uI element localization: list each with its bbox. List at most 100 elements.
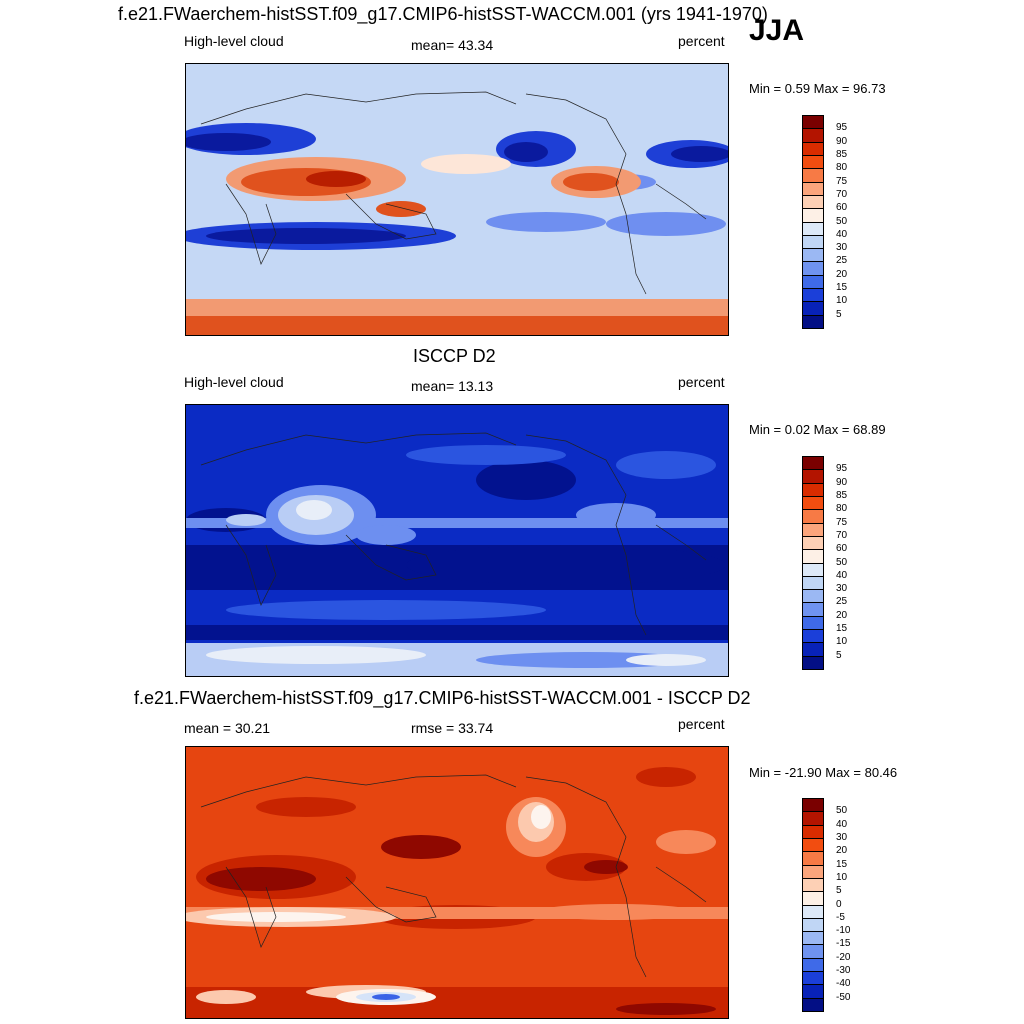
panel2-title: ISCCP D2 — [413, 346, 496, 366]
colorbar-swatch — [802, 154, 824, 170]
colorbar-tick-label: 50 — [836, 805, 848, 817]
colorbar-tick-label: -5 — [836, 911, 845, 923]
colorbar-tick-label: 10 — [836, 871, 848, 883]
panel1-units-label: percent — [678, 33, 725, 49]
colorbar-tick-label: 15 — [836, 623, 848, 635]
panel1-map — [185, 63, 729, 336]
colorbar-swatch — [802, 469, 824, 484]
colorbar-swatch — [802, 971, 824, 986]
colorbar-swatch — [802, 194, 824, 210]
colorbar-tick-label: 95 — [836, 122, 848, 134]
colorbar-swatch — [802, 482, 824, 497]
colorbar-tick-label: 25 — [836, 255, 848, 267]
colorbar-tick-label: 10 — [836, 636, 848, 648]
colorbar-tick-label: 70 — [836, 529, 848, 541]
colorbar-swatch — [802, 904, 824, 919]
colorbar-swatch — [802, 234, 824, 250]
colorbar-tick-label: 90 — [836, 135, 848, 147]
panel1-mean-label: mean= 43.34 — [411, 37, 494, 53]
colorbar-tick-label: 10 — [836, 295, 848, 307]
colorbar-swatch — [802, 837, 824, 853]
panel3-title: f.e21.FWaerchem-histSST.f09_g17.CMIP6-hi… — [134, 688, 751, 708]
colorbar-tick-label: 75 — [836, 175, 848, 187]
panel2-minmax-label: Min = 0.02 Max = 68.89 — [749, 422, 886, 437]
colorbar-swatch — [802, 798, 824, 813]
colorbar-tick-label: 60 — [836, 543, 848, 555]
colorbar-tick-label: 40 — [836, 818, 848, 830]
colorbar-swatch — [802, 824, 824, 839]
colorbar-swatch — [802, 314, 824, 329]
panel2-colorbar: 95 90 85 80 75 70 60 50 40 30 25 20 15 10 5 — [802, 456, 847, 670]
colorbar-tick-label: -40 — [836, 978, 851, 990]
panel3-rmse-label: rmse = 33.74 — [411, 720, 494, 736]
colorbar-swatch — [802, 495, 824, 511]
colorbar-tick-label: 40 — [836, 228, 848, 240]
colorbar-tick-label: -15 — [836, 938, 851, 950]
panel2-map-field — [186, 405, 728, 676]
panel3-minmax-label: Min = -21.90 Max = 80.46 — [749, 765, 898, 780]
colorbar-tick-label: 30 — [836, 242, 848, 254]
colorbar-swatch — [802, 957, 824, 973]
colorbar-tick-label: 20 — [836, 845, 848, 857]
colorbar-swatch — [802, 891, 824, 906]
colorbar-tick-label: 85 — [836, 489, 848, 501]
colorbar-tick-label: 15 — [836, 282, 848, 294]
colorbar-tick-label: 50 — [836, 556, 848, 568]
colorbar-swatch — [802, 629, 824, 644]
colorbar-tick-label: 80 — [836, 162, 848, 174]
colorbar-tick-label: 20 — [836, 268, 848, 280]
colorbar-swatch — [802, 115, 824, 130]
colorbar-tick-label: -50 — [836, 991, 851, 1003]
colorbar-swatch — [802, 522, 824, 537]
colorbar-swatch — [802, 811, 824, 826]
colorbar-swatch — [802, 864, 824, 879]
colorbar-tick-label: 95 — [836, 463, 848, 475]
panel3-colorbar: 50 40 30 20 15 10 5 0 -5 -10 -15 -20 -30 -40 -50 — [802, 798, 850, 1012]
colorbar-tick-label: 75 — [836, 516, 848, 528]
colorbar-swatch — [802, 261, 824, 276]
colorbar-swatch — [802, 128, 824, 143]
colorbar-swatch — [802, 168, 824, 183]
colorbar-swatch — [802, 549, 824, 564]
colorbar-swatch — [802, 575, 824, 591]
colorbar-swatch — [802, 655, 824, 670]
colorbar-tick-label: 70 — [836, 188, 848, 200]
panel1-minmax-label: Min = 0.59 Max = 96.73 — [749, 81, 886, 96]
colorbar-swatch — [802, 208, 824, 223]
colorbar-swatch — [802, 288, 824, 303]
panel2-units-label: percent — [678, 374, 725, 390]
colorbar-swatch — [802, 589, 824, 604]
colorbar-tick-label: 30 — [836, 831, 848, 843]
panel2-variable-label: High-level cloud — [184, 374, 284, 390]
colorbar-swatch — [802, 877, 824, 893]
colorbar-tick-label: 40 — [836, 569, 848, 581]
colorbar-swatch — [802, 997, 824, 1012]
colorbar-tick-label: 20 — [836, 609, 848, 621]
colorbar-swatch — [802, 248, 824, 263]
colorbar-swatch — [802, 851, 824, 866]
panel3-map — [185, 746, 729, 1019]
colorbar-tick-label: 90 — [836, 476, 848, 488]
colorbar-swatch — [802, 944, 824, 959]
colorbar-swatch — [802, 642, 824, 657]
colorbar-swatch — [802, 984, 824, 999]
panel1-colorbar: 95 90 85 80 75 70 60 50 40 30 25 20 15 10 5 — [802, 115, 847, 329]
colorbar-tick-label: 30 — [836, 583, 848, 595]
colorbar-tick-label: 50 — [836, 215, 848, 227]
colorbar-tick-label: -30 — [836, 965, 851, 977]
colorbar-tick-label: 15 — [836, 858, 848, 870]
colorbar-tick-label: -10 — [836, 925, 851, 937]
panel3-mean-label: mean = 30.21 — [184, 720, 271, 736]
colorbar-swatch — [802, 602, 824, 617]
colorbar-tick-label: 25 — [836, 596, 848, 608]
panel2-map — [185, 404, 729, 677]
colorbar-tick-label: 5 — [836, 308, 842, 320]
colorbar-swatch — [802, 615, 824, 631]
colorbar-tick-label: 85 — [836, 148, 848, 160]
panel1-variable-label: High-level cloud — [184, 33, 284, 49]
colorbar-swatch — [802, 456, 824, 471]
colorbar-tick-label: 5 — [836, 649, 842, 661]
colorbar-swatch — [802, 181, 824, 196]
colorbar-swatch — [802, 274, 824, 290]
colorbar-swatch — [802, 221, 824, 236]
